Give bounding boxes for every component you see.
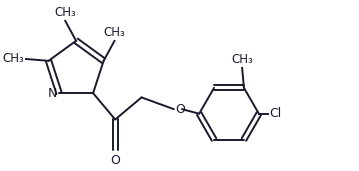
Text: O: O [110,154,120,167]
Text: CH₃: CH₃ [104,26,125,39]
Text: CH₃: CH₃ [54,6,76,19]
Text: O: O [176,103,186,116]
Text: Cl: Cl [270,107,282,120]
Text: N: N [48,87,57,100]
Text: CH₃: CH₃ [3,52,24,65]
Text: CH₃: CH₃ [231,53,253,66]
